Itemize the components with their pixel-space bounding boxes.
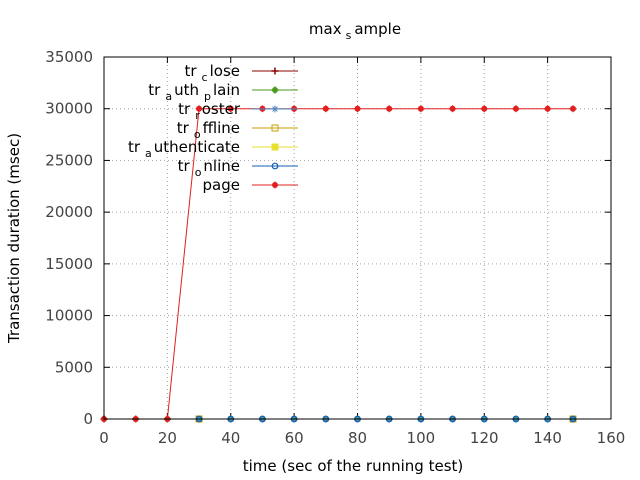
legend-label: tr a uthenticate — [128, 138, 240, 160]
x-tick-label: 120 — [470, 429, 499, 447]
x-axis-title: time (sec of the running test) — [243, 457, 464, 475]
y-tick-label: 10000 — [45, 307, 93, 325]
chart-title-rest: ample — [354, 20, 401, 38]
legend-swatch-marker — [271, 105, 279, 113]
series-line — [104, 108, 573, 420]
x-tick-label: 60 — [285, 429, 304, 447]
y-tick-label: 25000 — [45, 151, 93, 169]
legend-swatch-marker — [271, 181, 279, 189]
legend-item: tr a uth p lain — [148, 81, 298, 103]
x-tick-label: 160 — [597, 429, 626, 447]
legend-item: tr a uthenticate — [128, 138, 298, 160]
legend-swatch-marker — [271, 143, 279, 151]
data-point — [227, 105, 235, 113]
x-tick-label: 40 — [221, 429, 240, 447]
y-tick-label: 15000 — [45, 255, 93, 273]
data-point — [417, 105, 425, 113]
chart-title-sub: s — [346, 29, 352, 42]
y-tick-label: 35000 — [45, 48, 93, 66]
legend-label: tr a uth p lain — [148, 81, 240, 103]
x-tick-label: 20 — [158, 429, 177, 447]
y-axis-title: Transaction duration (msec) — [5, 133, 23, 344]
legend-swatch-marker — [271, 67, 279, 75]
legend-item: page — [203, 176, 298, 194]
legend-label: tr o ffline — [177, 119, 240, 141]
x-tick-label: 140 — [533, 429, 562, 447]
legend-item: tr o nline — [178, 157, 298, 179]
data-point — [569, 105, 577, 113]
legend-swatch-marker — [271, 86, 279, 94]
y-tick-label: 20000 — [45, 203, 93, 221]
legend-item: tr r oster — [178, 100, 298, 122]
data-point — [544, 105, 552, 113]
legend-item: tr o ffline — [177, 119, 298, 141]
y-tick-label: 30000 — [45, 100, 93, 118]
chart-title: max s ample — [309, 20, 401, 42]
data-point — [322, 105, 330, 113]
x-tick-label: 80 — [348, 429, 367, 447]
legend-swatch-marker — [271, 124, 279, 132]
data-point — [480, 105, 488, 113]
legend-label: tr r oster — [178, 100, 241, 122]
data-point — [354, 105, 361, 113]
legend-label: page — [203, 176, 240, 194]
data-point — [385, 105, 393, 113]
y-tick-label: 5000 — [55, 358, 93, 376]
series-6 — [100, 105, 577, 423]
axis-ticks: 0 20 40 60 80 100 120 140 160 0 5000 10000 15000 2000… — [45, 48, 625, 447]
x-tick-label: 0 — [99, 429, 109, 447]
data-point — [449, 105, 457, 113]
legend-label: tr o nline — [178, 157, 240, 179]
legend-swatch-marker — [271, 162, 279, 170]
legend-item: tr c lose — [184, 62, 298, 84]
legend-label: tr c lose — [184, 62, 240, 84]
data-point — [512, 105, 520, 113]
y-tick-label: 0 — [83, 410, 93, 428]
plot-frame — [103, 56, 612, 420]
x-tick-label: 100 — [407, 429, 436, 447]
chart-title-main: max — [309, 20, 342, 38]
data-point — [195, 105, 203, 113]
